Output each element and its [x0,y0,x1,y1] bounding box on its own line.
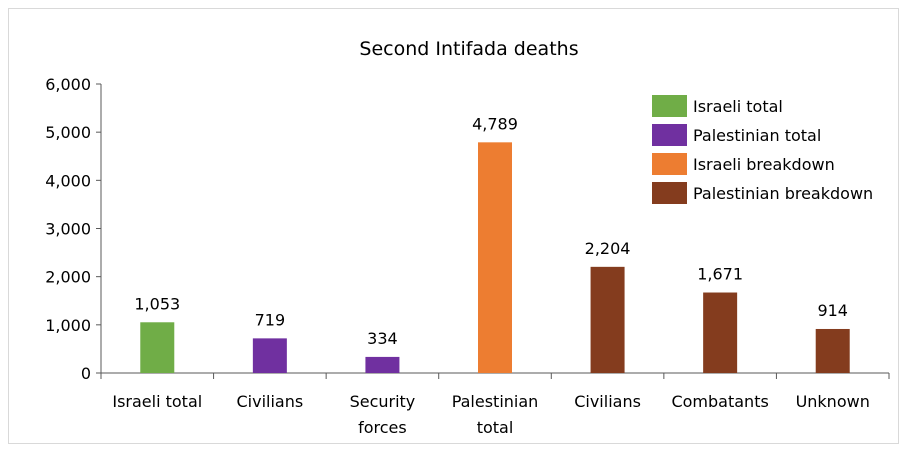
x-tick-label: Combatants [671,392,768,411]
legend-swatch [652,124,687,146]
bar [703,292,738,373]
x-axis: Israeli total Civilians Security forces Pale… [100,372,890,437]
chart-frame: Second Intifada deaths 0 1,000 2,000 3,000 4… [8,8,899,444]
legend-label: Palestinian breakdown [693,184,873,203]
bar [478,142,512,373]
bar [252,338,287,373]
bar-chart: Second Intifada deaths 0 1,000 2,000 3,000 4… [45,38,890,437]
y-tick-label: 4,000 [45,171,91,190]
legend-swatch [652,153,687,175]
data-label: 719 [255,310,286,329]
bar [140,322,175,373]
x-tick-label: total [477,418,514,437]
x-tick-label: Civilians [574,392,641,411]
data-label: 334 [367,329,398,348]
data-label: 914 [817,301,848,320]
y-tick-label: 1,000 [45,316,91,335]
legend: Israeli total Palestinian total Israeli br… [652,95,873,204]
data-label: 2,204 [585,239,631,258]
x-tick-label: Palestinian [452,392,539,411]
legend-label: Israeli total [693,97,783,116]
legend-swatch [652,95,687,117]
y-tick-label: 2,000 [45,268,91,287]
y-tick-label: 5,000 [45,123,91,142]
x-tick-label: Israeli total [112,392,202,411]
data-label: 1,053 [134,294,180,313]
legend-swatch [652,182,687,204]
y-tick-label: 3,000 [45,220,91,239]
x-tick-label: Civilians [237,392,304,411]
y-tick-label: 0 [81,364,91,383]
legend-label: Israeli breakdown [693,155,835,174]
x-tick-label: forces [358,418,407,437]
data-label: 4,789 [472,114,518,133]
bar [365,356,400,373]
y-tick-label: 6,000 [45,75,91,94]
legend-label: Palestinian total [693,126,821,145]
y-axis: 0 1,000 2,000 3,000 4,000 5,000 6,000 [45,75,102,383]
chart-title: Second Intifada deaths [359,38,578,60]
data-label: 1,671 [697,265,743,284]
x-tick-label: Security [350,392,416,411]
bar [815,328,850,373]
bar [590,266,625,373]
bars: 1,053 719 334 4,789 2,204 1,671 914 [134,114,850,373]
x-tick-label: Unknown [796,392,870,411]
